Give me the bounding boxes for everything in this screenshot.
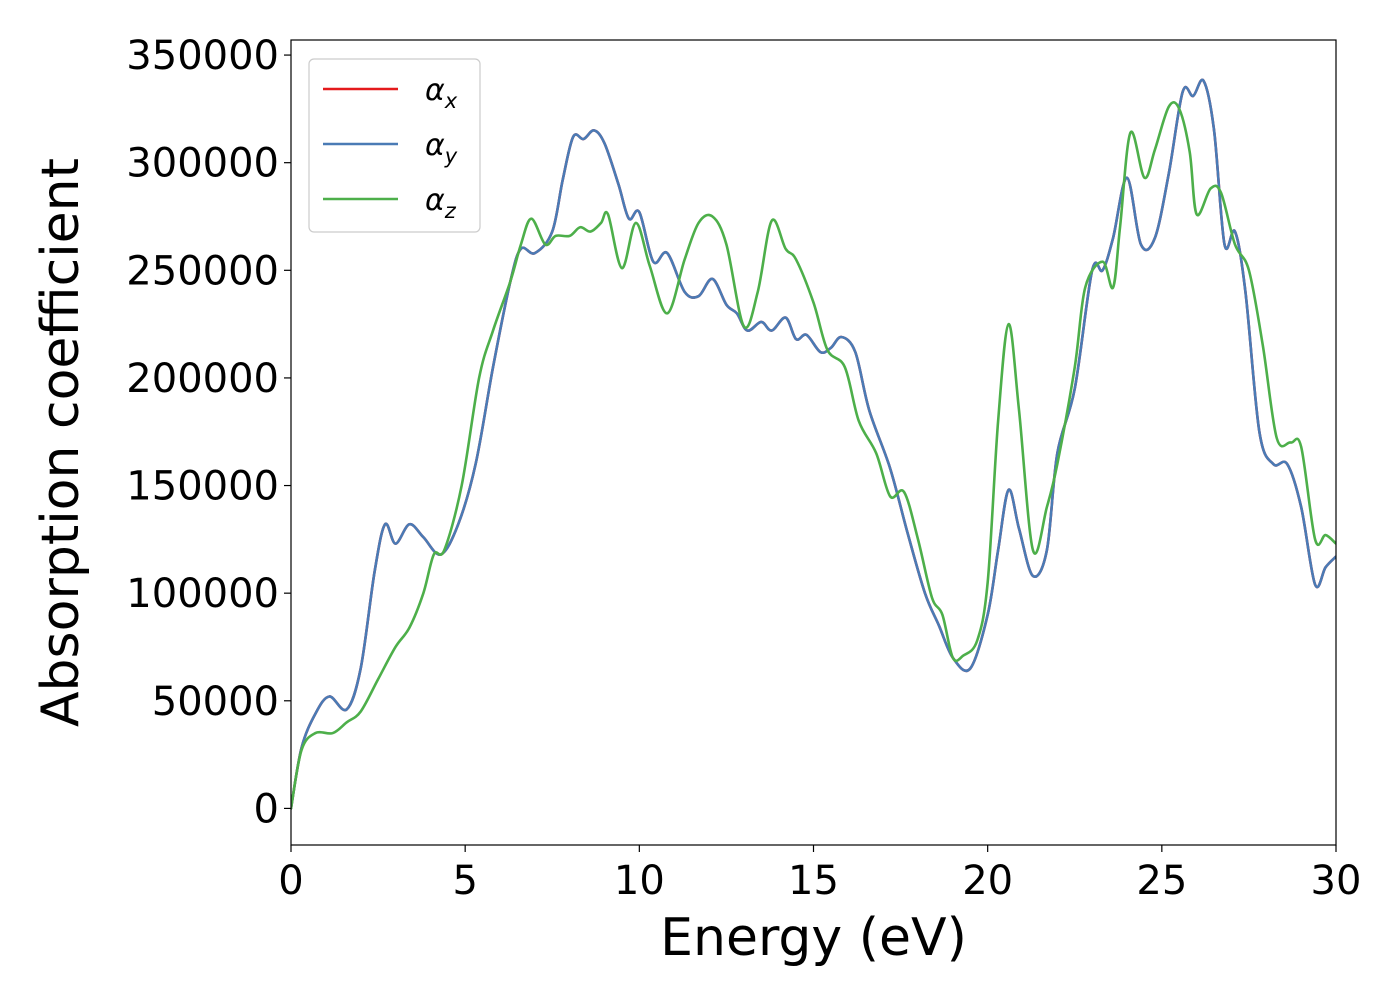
legend-symbol: α	[425, 73, 445, 108]
series-line-y	[291, 78, 1336, 810]
plot-lines	[291, 78, 1336, 810]
x-tick-label: 0	[278, 858, 303, 904]
legend-subscript: z	[444, 199, 457, 223]
x-tick-label: 10	[614, 858, 665, 904]
x-tick-label: 30	[1311, 858, 1362, 904]
series-line-z	[291, 101, 1336, 810]
legend-symbol: α	[425, 183, 445, 218]
y-tick-label: 300000	[126, 141, 279, 187]
legend-subscript: x	[444, 89, 458, 113]
x-axis-label: Energy (eV)	[660, 908, 967, 968]
legend-label-y: αy	[425, 128, 458, 168]
legend-subscript: y	[444, 144, 458, 168]
x-tick-label: 25	[1136, 858, 1187, 904]
y-tick-label: 0	[254, 786, 279, 832]
y-axis-ticks: 0 50000 100000 150000 200000 250000 300000 3500…	[126, 33, 291, 832]
x-axis-ticks: 0 5 10 15 20 25 30	[278, 845, 1361, 904]
y-tick-label: 200000	[126, 356, 279, 402]
y-tick-label: 50000	[152, 679, 279, 725]
y-tick-label: 350000	[126, 33, 279, 79]
x-tick-label: 20	[962, 858, 1013, 904]
y-tick-label: 150000	[126, 464, 279, 510]
legend-symbol: α	[425, 128, 445, 163]
y-tick-label: 250000	[126, 248, 279, 294]
legend-box	[308, 58, 481, 233]
x-tick-label: 15	[788, 858, 839, 904]
legend-label-z: αz	[425, 183, 457, 223]
legend-label-x: αx	[425, 73, 458, 113]
x-tick-label: 5	[452, 858, 477, 904]
y-axis-label: Absorption coefficient	[31, 158, 91, 727]
y-tick-label: 100000	[126, 571, 279, 617]
